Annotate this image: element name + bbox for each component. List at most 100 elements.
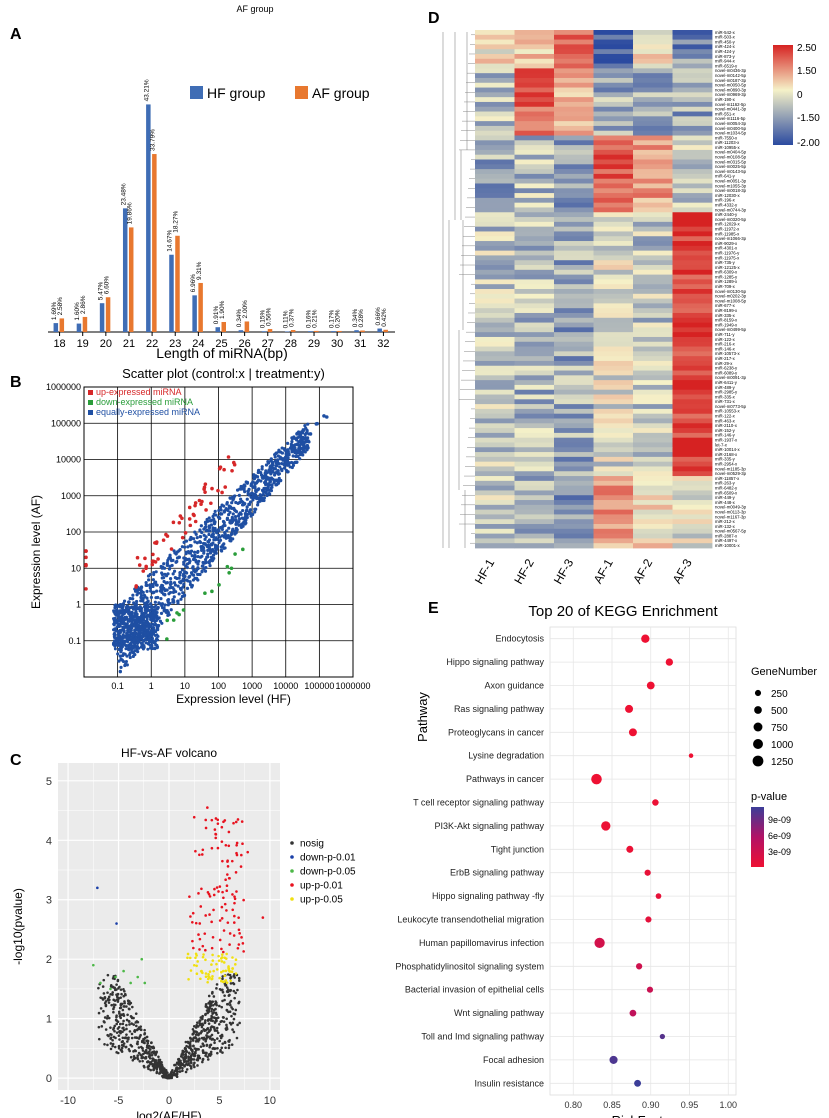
data-point xyxy=(259,470,263,475)
data-point xyxy=(234,526,238,530)
up-p-0.05-point xyxy=(196,960,199,963)
heatmap-cell xyxy=(554,384,594,391)
heatmap-cell xyxy=(475,58,515,64)
heatmap-cell xyxy=(514,269,555,276)
up-p-0.01-point xyxy=(198,853,201,857)
heatmap-cell xyxy=(475,341,515,347)
heatmap-cell xyxy=(554,404,594,410)
nosig-point xyxy=(185,1060,188,1063)
nosig-point xyxy=(134,1012,138,1015)
heatmap-cell xyxy=(593,188,634,194)
up-p-0.01-point xyxy=(233,895,236,898)
row-label: miR-6238-y xyxy=(715,366,738,371)
bar xyxy=(290,330,296,332)
up-p-0.01-point xyxy=(218,938,222,942)
up-p-0.01-point xyxy=(204,826,208,830)
nosig-point xyxy=(189,1054,193,1057)
heatmap-cell xyxy=(514,49,555,55)
nosig-point xyxy=(118,1038,121,1041)
heatmap-cell xyxy=(554,245,594,252)
heatmap-cell xyxy=(554,543,594,549)
nosig-point xyxy=(109,1026,112,1029)
heatmap-cell xyxy=(475,260,515,266)
nosig-point xyxy=(120,1046,124,1050)
data-point xyxy=(208,563,212,568)
data-point xyxy=(260,465,264,469)
data-point xyxy=(154,604,158,608)
data-point xyxy=(223,531,227,535)
data-point xyxy=(128,655,132,660)
nosig-point xyxy=(134,1021,138,1024)
heatmap-cell xyxy=(554,101,594,108)
heatmap-cell xyxy=(475,284,515,290)
bubble xyxy=(644,869,651,876)
x-axis-title: RichFactor xyxy=(612,1113,676,1118)
panel-letter-c: C xyxy=(10,752,22,769)
heatmap-cell xyxy=(475,298,515,304)
heatmap-cell xyxy=(672,312,713,319)
heatmap-cell xyxy=(514,524,555,530)
heatmap-cell xyxy=(475,360,515,367)
heatmap-cell xyxy=(554,399,594,405)
row-label: miR-6509-x xyxy=(715,490,738,495)
nosig-point xyxy=(111,985,115,989)
heatmap-cell xyxy=(593,77,634,84)
heatmap-cell xyxy=(633,44,673,50)
data-point xyxy=(273,467,277,471)
row-label: miR-2168-x xyxy=(715,452,738,457)
column-label: AF-1 xyxy=(591,556,616,586)
up-p-0.01-point xyxy=(200,887,203,891)
data-point xyxy=(139,595,143,600)
heatmap-cell xyxy=(554,236,594,242)
data-point xyxy=(140,628,144,632)
heatmap-cell xyxy=(672,68,713,74)
data-point xyxy=(162,579,166,584)
data-point xyxy=(207,526,212,530)
nosig-point xyxy=(120,1048,123,1052)
heatmap-cell xyxy=(593,197,634,204)
data-point xyxy=(213,526,217,531)
bar xyxy=(76,323,82,332)
down-point xyxy=(181,608,186,612)
up-p-0.05-point xyxy=(229,979,232,983)
data-point xyxy=(130,647,134,651)
row-label: miR-212-x xyxy=(715,519,736,524)
up-point xyxy=(209,501,213,506)
heatmap-cell xyxy=(554,68,594,74)
data-label: 33.79% xyxy=(150,129,157,151)
legend-swatch xyxy=(88,410,93,415)
data-point xyxy=(200,547,204,552)
nosig-point xyxy=(206,1055,209,1059)
data-point xyxy=(257,497,261,501)
up-p-0.05-point xyxy=(231,956,234,959)
nosig-point xyxy=(209,1019,213,1022)
heatmap-cell xyxy=(633,30,673,36)
nosig-point xyxy=(146,1060,150,1063)
heatmap-cell xyxy=(475,241,515,247)
heatmap-cell xyxy=(475,145,515,151)
heatmap-cell xyxy=(475,461,515,467)
heatmap-cell xyxy=(475,447,515,453)
nosig-point xyxy=(126,999,130,1003)
row-label: miR-2887-x xyxy=(715,533,738,538)
heatmap-cell xyxy=(475,274,515,280)
heatmap-cell xyxy=(593,332,634,338)
heatmap-cell xyxy=(554,34,594,40)
data-point xyxy=(274,452,278,456)
data-point xyxy=(181,577,185,581)
heatmap-cell xyxy=(633,500,673,506)
data-point xyxy=(290,436,294,440)
heatmap-cell xyxy=(514,77,555,84)
nosig-point xyxy=(157,1055,160,1059)
nosig-point xyxy=(102,992,106,995)
data-label: 0.42% xyxy=(381,308,388,327)
row-label: miR-9029-x xyxy=(715,241,738,246)
heatmap-cell xyxy=(633,432,673,439)
heatmap-cell xyxy=(475,34,515,40)
heatmap-cell xyxy=(475,476,515,482)
data-point xyxy=(115,604,119,608)
heatmap-cell xyxy=(475,428,515,434)
nosig-point xyxy=(125,1033,128,1036)
data-point xyxy=(284,452,288,456)
heatmap-cell xyxy=(514,265,555,271)
